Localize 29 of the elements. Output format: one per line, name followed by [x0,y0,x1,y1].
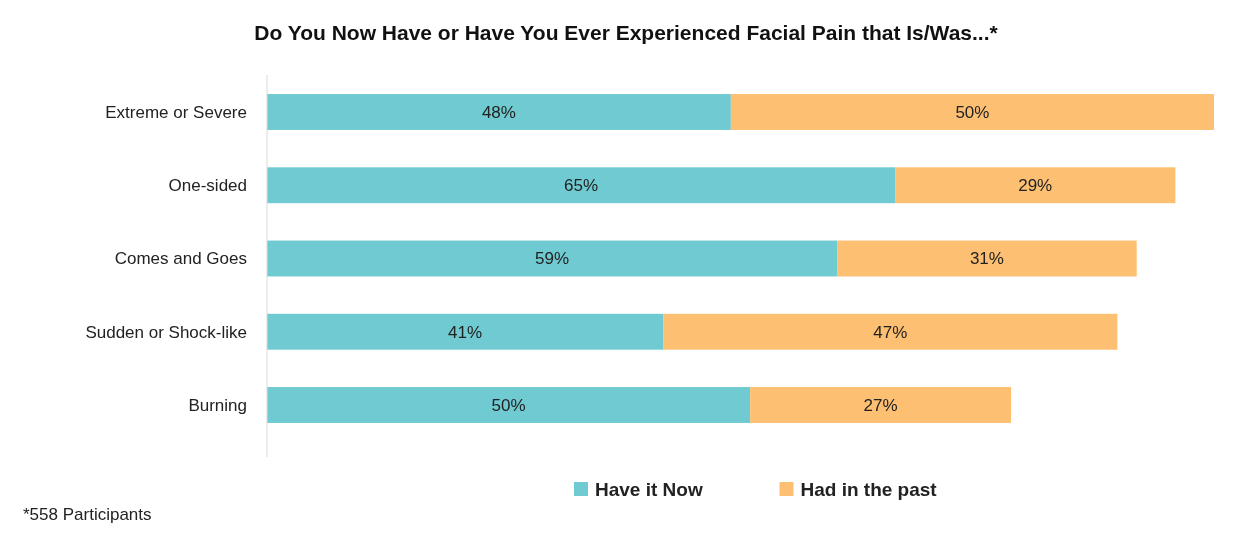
data-label: 31% [969,249,1004,269]
data-label: 50% [491,395,526,415]
y-tick-label: Comes and Goes [114,249,247,269]
bar [267,94,731,130]
data-label: 29% [1018,176,1053,196]
data-label: 27% [863,395,898,415]
legend-label: Have it Now [595,478,703,500]
bar [895,167,1176,204]
chart-title: Do You Now Have or Have You Ever Experienced Facial Pain that Is/Was...* [254,21,999,44]
data-label: 65% [564,176,599,196]
bar [267,240,838,277]
bar [663,313,1118,350]
bar [750,387,1012,423]
data-label: 50% [955,102,990,122]
text: *558 Participants [23,505,152,524]
bar [730,94,1214,130]
data-label: 41% [448,322,483,342]
data-label: 48% [481,102,516,122]
bar [267,167,896,204]
y-tick-label: Sudden or Shock-like [85,322,247,342]
data-label: 47% [873,322,908,342]
bar [837,240,1137,277]
legend-label: Had in the past [800,478,938,500]
y-tick-label: One-sided [168,176,247,196]
bar [267,387,751,423]
y-tick-label: Extreme or Severe [105,102,247,122]
bar [267,313,664,350]
y-tick-label: Burning [188,395,247,415]
data-label: 59% [535,249,570,269]
